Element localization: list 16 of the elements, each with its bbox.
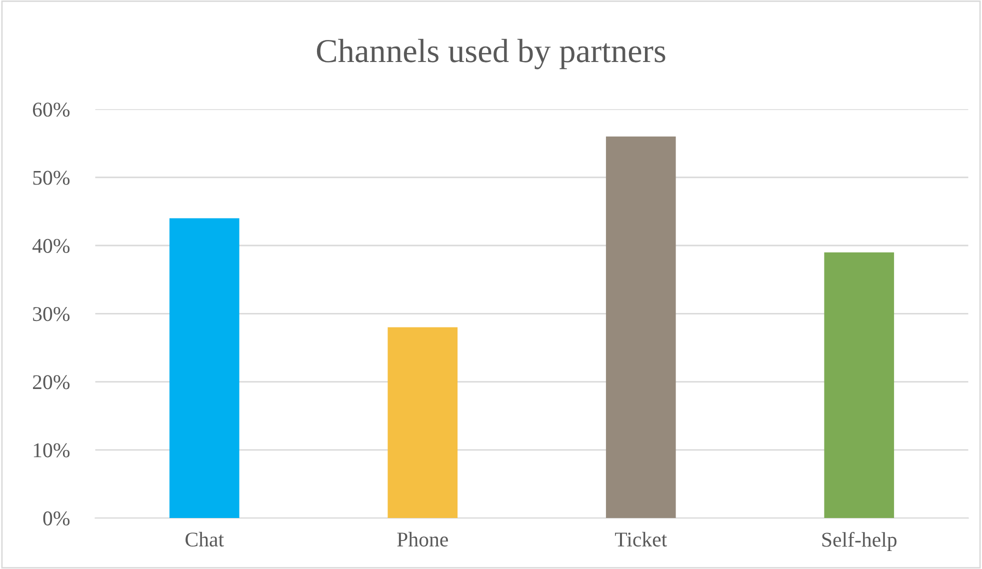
y-tick-label: 40% — [32, 238, 70, 254]
y-tick-label: 10% — [34, 443, 70, 458]
y-tick-label: 20% — [32, 375, 70, 390]
bar — [824, 252, 894, 518]
x-tick-label: Self-help — [822, 532, 896, 552]
y-tick-label: 60% — [32, 102, 70, 117]
chart-title: Channels used by partners — [316, 38, 666, 70]
bar — [606, 136, 676, 518]
bar — [388, 327, 458, 518]
x-tick-label: Chat — [186, 532, 224, 547]
y-tick-label: 30% — [33, 307, 70, 322]
y-tick-label: 50% — [33, 170, 70, 185]
y-tick-label: 0% — [43, 511, 70, 526]
x-tick-label: Phone — [397, 532, 448, 547]
x-tick-label: Ticket — [615, 532, 667, 547]
bar — [169, 218, 240, 518]
